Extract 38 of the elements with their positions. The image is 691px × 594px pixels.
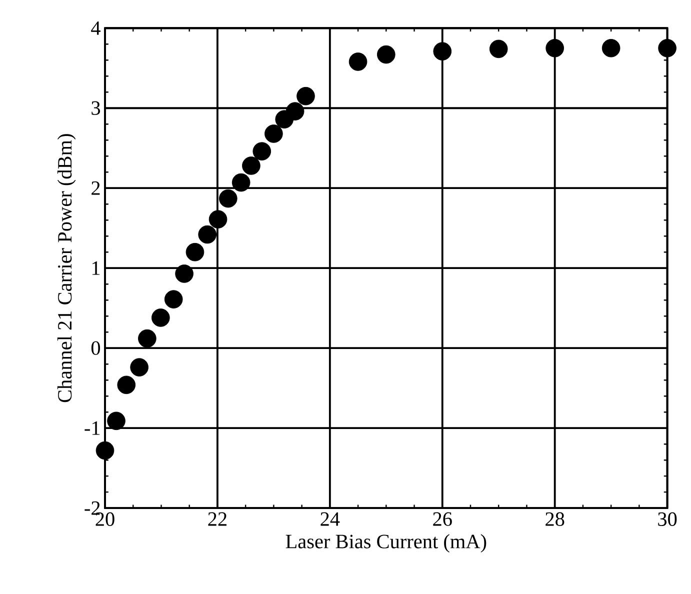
y-tick-label: 3 [92, 101, 100, 115]
point [286, 102, 304, 120]
point [348, 52, 368, 71]
x-tick-label: 26 [433, 512, 452, 526]
point [164, 290, 183, 308]
point [433, 42, 452, 60]
point [138, 329, 156, 348]
point [489, 40, 508, 58]
point [175, 264, 194, 283]
point [376, 45, 396, 64]
point [296, 86, 315, 106]
x-tick-label: 28 [546, 512, 564, 526]
point [96, 441, 114, 460]
point [218, 189, 238, 208]
point [546, 38, 564, 58]
y-tick-label: 0 [91, 341, 100, 355]
y-axis-title: Channel 21 Carrier Power (dBm) [57, 134, 76, 402]
point [602, 38, 620, 58]
point [107, 412, 126, 430]
point [264, 124, 283, 143]
y-tick-label: -1 [84, 421, 100, 435]
y-tick-label: 2 [92, 181, 100, 195]
y-tick-label: 4 [91, 21, 100, 35]
x-tick-label: 24 [320, 512, 340, 526]
x-axis-title: Laser Bias Current (mA) [286, 534, 486, 552]
point [658, 38, 676, 58]
point [232, 173, 250, 192]
point [117, 376, 136, 394]
x-tick-label: 30 [658, 512, 677, 526]
x-tick-label: 22 [208, 512, 226, 526]
y-tick-label: 1 [92, 261, 100, 275]
point [208, 210, 228, 228]
point [152, 308, 170, 327]
point [186, 242, 204, 262]
point [130, 358, 148, 376]
point [198, 225, 217, 244]
point [252, 142, 272, 160]
point [242, 156, 260, 175]
